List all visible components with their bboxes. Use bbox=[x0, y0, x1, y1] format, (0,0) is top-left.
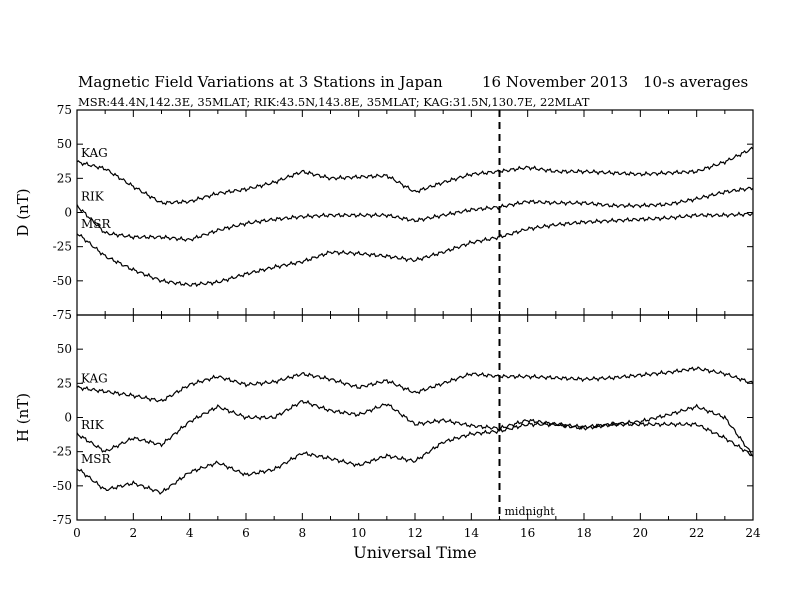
x-tick-label: 22 bbox=[689, 526, 704, 540]
y-tick-label: -50 bbox=[53, 479, 72, 493]
x-tick-label: 6 bbox=[242, 526, 250, 540]
chart-averaging: 10-s averages bbox=[643, 73, 749, 91]
series-label-msr: MSR bbox=[81, 452, 112, 466]
x-tick-label: 2 bbox=[130, 526, 138, 540]
chart-title: Magnetic Field Variations at 3 Stations … bbox=[78, 73, 443, 91]
y-tick-label: 0 bbox=[64, 206, 72, 220]
x-tick-label: 16 bbox=[520, 526, 535, 540]
x-tick-label: 18 bbox=[576, 526, 591, 540]
y-tick-label: 25 bbox=[57, 376, 72, 390]
y-tick-label: 75 bbox=[57, 103, 72, 117]
y-tick-label: 50 bbox=[57, 342, 72, 356]
y-tick-label: -75 bbox=[53, 308, 72, 322]
plot-frame bbox=[76, 109, 754, 316]
x-tick-label: 20 bbox=[633, 526, 648, 540]
series-label-kag: KAG bbox=[81, 146, 108, 160]
x-tick-label: 24 bbox=[745, 526, 761, 540]
y-tick-label: 0 bbox=[64, 411, 72, 425]
x-tick-label: 10 bbox=[351, 526, 366, 540]
y-axis-title: D (nT) bbox=[14, 188, 32, 236]
series-label-kag: KAG bbox=[81, 371, 108, 385]
x-axis-title: Universal Time bbox=[353, 543, 476, 562]
midnight-label: midnight bbox=[505, 505, 556, 518]
y-tick-label: 50 bbox=[57, 137, 72, 151]
x-tick-label: 0 bbox=[73, 526, 81, 540]
x-tick-label: 8 bbox=[299, 526, 307, 540]
stations-subtitle: MSR:44.4N,142.3E, 35MLAT; RIK:43.5N,143.… bbox=[78, 95, 590, 109]
x-tick-label: 12 bbox=[407, 526, 422, 540]
series-line-msr bbox=[76, 211, 754, 288]
y-tick-label: -50 bbox=[53, 274, 72, 288]
series-line-rik bbox=[76, 186, 754, 242]
series-label-rik: RIK bbox=[81, 418, 105, 432]
series-label-rik: RIK bbox=[81, 190, 105, 204]
y-tick-label: -25 bbox=[53, 240, 72, 254]
series-label-msr: MSR bbox=[81, 217, 112, 231]
y-tick-label: 25 bbox=[57, 171, 72, 185]
series-line-kag bbox=[76, 146, 754, 206]
x-tick-label: 14 bbox=[464, 526, 480, 540]
series-line-kag bbox=[76, 366, 754, 403]
y-tick-label: -25 bbox=[53, 445, 72, 459]
y-axis-title: H (nT) bbox=[14, 393, 32, 442]
series-line-msr bbox=[76, 421, 754, 495]
series-line-rik bbox=[76, 399, 754, 457]
chart-date: 16 November 2013 bbox=[482, 73, 629, 91]
x-tick-label: 4 bbox=[186, 526, 194, 540]
y-tick-label: -75 bbox=[53, 513, 72, 527]
